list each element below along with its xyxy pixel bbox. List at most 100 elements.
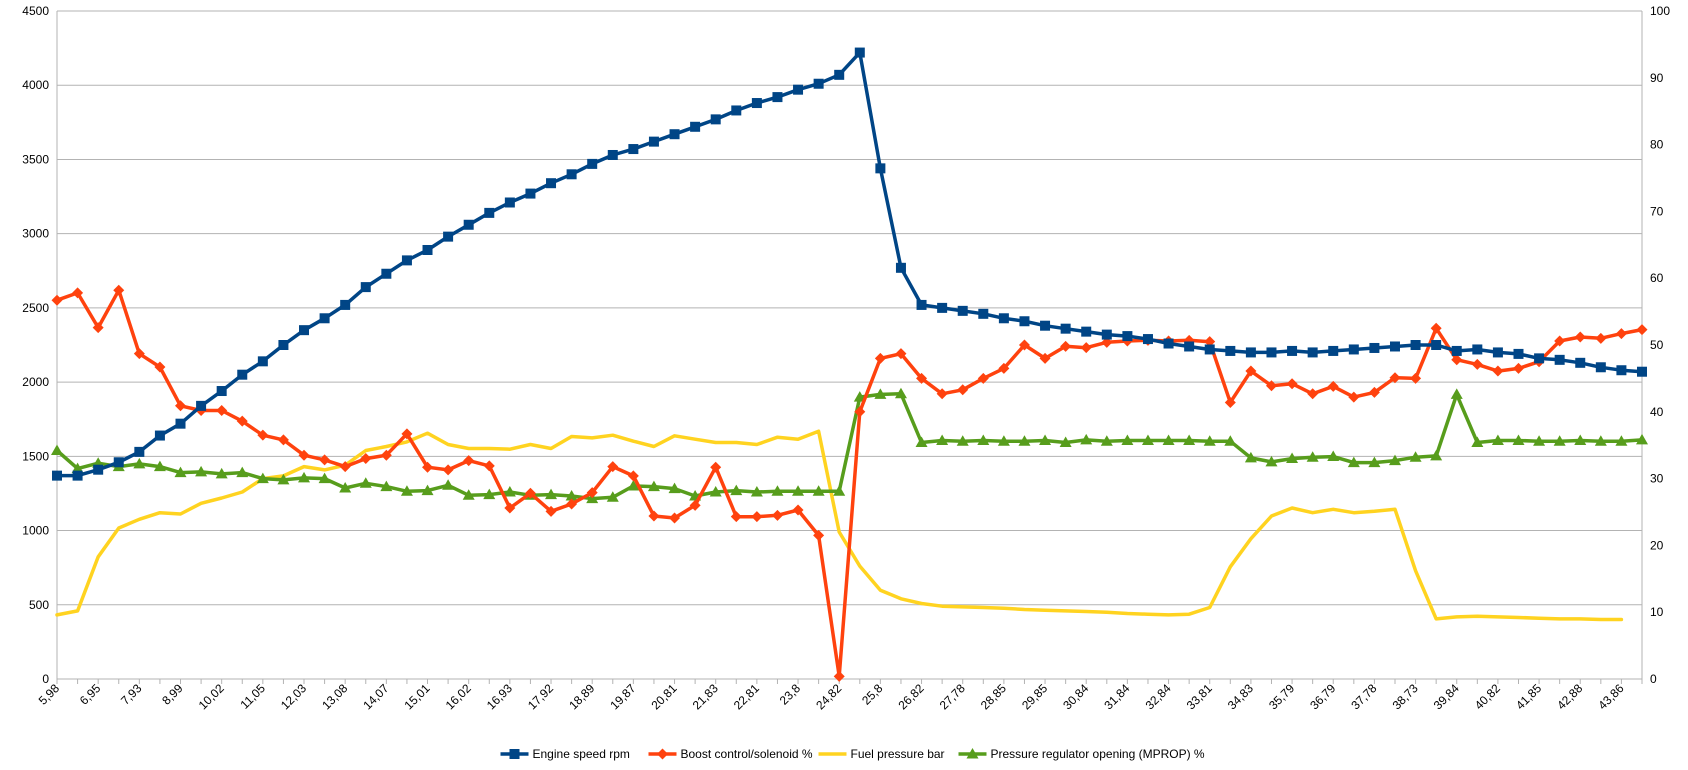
data-point (813, 529, 825, 541)
y2-tick-label: 40 (1650, 405, 1664, 419)
data-point (195, 465, 208, 477)
data-point (1019, 316, 1030, 327)
x-tick-label: 30,84 (1060, 681, 1091, 712)
data-point (133, 348, 145, 360)
data-point (339, 461, 351, 473)
legend-item: Fuel pressure bar (818, 747, 945, 761)
data-point (1225, 345, 1236, 356)
data-point (1101, 329, 1112, 340)
x-tick-label: 19,87 (607, 681, 638, 712)
x-tick-label: 14,07 (360, 681, 391, 712)
data-point (1347, 456, 1360, 468)
data-point (1286, 452, 1299, 464)
data-point (380, 449, 392, 461)
series-3 (51, 387, 1648, 504)
data-point (1492, 347, 1503, 358)
data-point (1512, 362, 1524, 374)
data-point (153, 460, 166, 472)
y-tick-label: 2000 (22, 375, 49, 389)
data-point (1575, 357, 1586, 368)
data-point (1534, 353, 1545, 364)
data-point (772, 92, 783, 103)
data-point (1328, 345, 1339, 356)
data-point (278, 340, 289, 350)
data-point (216, 386, 227, 397)
data-point (134, 446, 145, 457)
data-point (977, 434, 990, 446)
data-point (524, 487, 536, 499)
data-point (1039, 352, 1051, 364)
data-point (1430, 322, 1442, 334)
data-point (381, 268, 392, 279)
x-tick-label: 13,08 (319, 681, 350, 712)
data-point (1266, 347, 1277, 358)
data-point (812, 485, 825, 496)
y2-tick-label: 60 (1650, 271, 1664, 285)
data-point (1204, 344, 1215, 355)
data-point (689, 499, 701, 511)
data-point (380, 480, 393, 492)
data-point (586, 487, 598, 499)
data-point (1204, 336, 1216, 348)
data-point (1595, 362, 1606, 373)
data-point (895, 262, 906, 273)
series-line (55, 392, 1644, 501)
data-point (915, 436, 928, 448)
data-point (854, 47, 865, 58)
data-point (875, 163, 886, 174)
x-tick-label: 6,95 (77, 681, 104, 708)
left-axis-ticks: 0 500 1000 1500 2000 2500 3000 3500 4000 4500 (22, 4, 49, 686)
y-tick-label: 1000 (22, 524, 49, 538)
y-tick-label: 3000 (22, 227, 49, 241)
x-tick-label: 21,83 (690, 681, 721, 712)
data-point (360, 453, 372, 465)
x-tick-label: 39,84 (1431, 681, 1462, 712)
data-point (175, 400, 187, 412)
x-axis-ticks: 5,98 6,95 7,93 8,99 10,02 11,05 12,03 13,08 14,0… (36, 679, 1643, 712)
data-point (750, 485, 763, 497)
data-point (1615, 328, 1627, 340)
data-point (215, 467, 228, 479)
data-point (509, 749, 520, 759)
data-point (1265, 455, 1278, 467)
data-point (421, 484, 434, 496)
x-tick-label: 16,02 (443, 681, 474, 712)
data-point (1368, 456, 1381, 468)
y2-tick-label: 90 (1650, 71, 1664, 85)
x-tick-label: 29,85 (1019, 681, 1050, 712)
axes (56, 11, 1643, 680)
data-point (1431, 340, 1442, 350)
data-point (71, 462, 84, 474)
data-point (133, 457, 146, 469)
data-point (1594, 435, 1607, 446)
x-tick-label: 18,89 (566, 681, 597, 712)
data-point (1533, 435, 1546, 446)
data-point (422, 244, 433, 255)
y2-tick-label: 80 (1650, 138, 1664, 152)
data-point (657, 748, 668, 760)
legend-label: Fuel pressure bar (851, 747, 945, 761)
data-point (565, 489, 578, 501)
data-point (463, 219, 474, 230)
data-point (566, 169, 577, 180)
legend-item: Pressure regulator opening (MPROP) % (958, 747, 1205, 761)
data-point (1018, 339, 1030, 351)
data-point (895, 348, 907, 360)
data-point (236, 466, 249, 478)
data-point (443, 231, 454, 242)
x-tick-label: 33,81 (1184, 681, 1215, 712)
data-point (936, 388, 948, 400)
data-point (833, 670, 845, 682)
data-point (1451, 354, 1463, 366)
data-point (936, 434, 949, 446)
y-tick-label: 4000 (22, 78, 49, 92)
data-point (483, 460, 495, 472)
data-point (1491, 434, 1504, 446)
data-point (1039, 434, 1052, 446)
y2-tick-label: 10 (1650, 605, 1664, 619)
data-point (319, 313, 330, 324)
data-point (1081, 326, 1092, 337)
data-point (1307, 347, 1318, 358)
data-point (854, 406, 866, 418)
data-point (1307, 388, 1319, 400)
